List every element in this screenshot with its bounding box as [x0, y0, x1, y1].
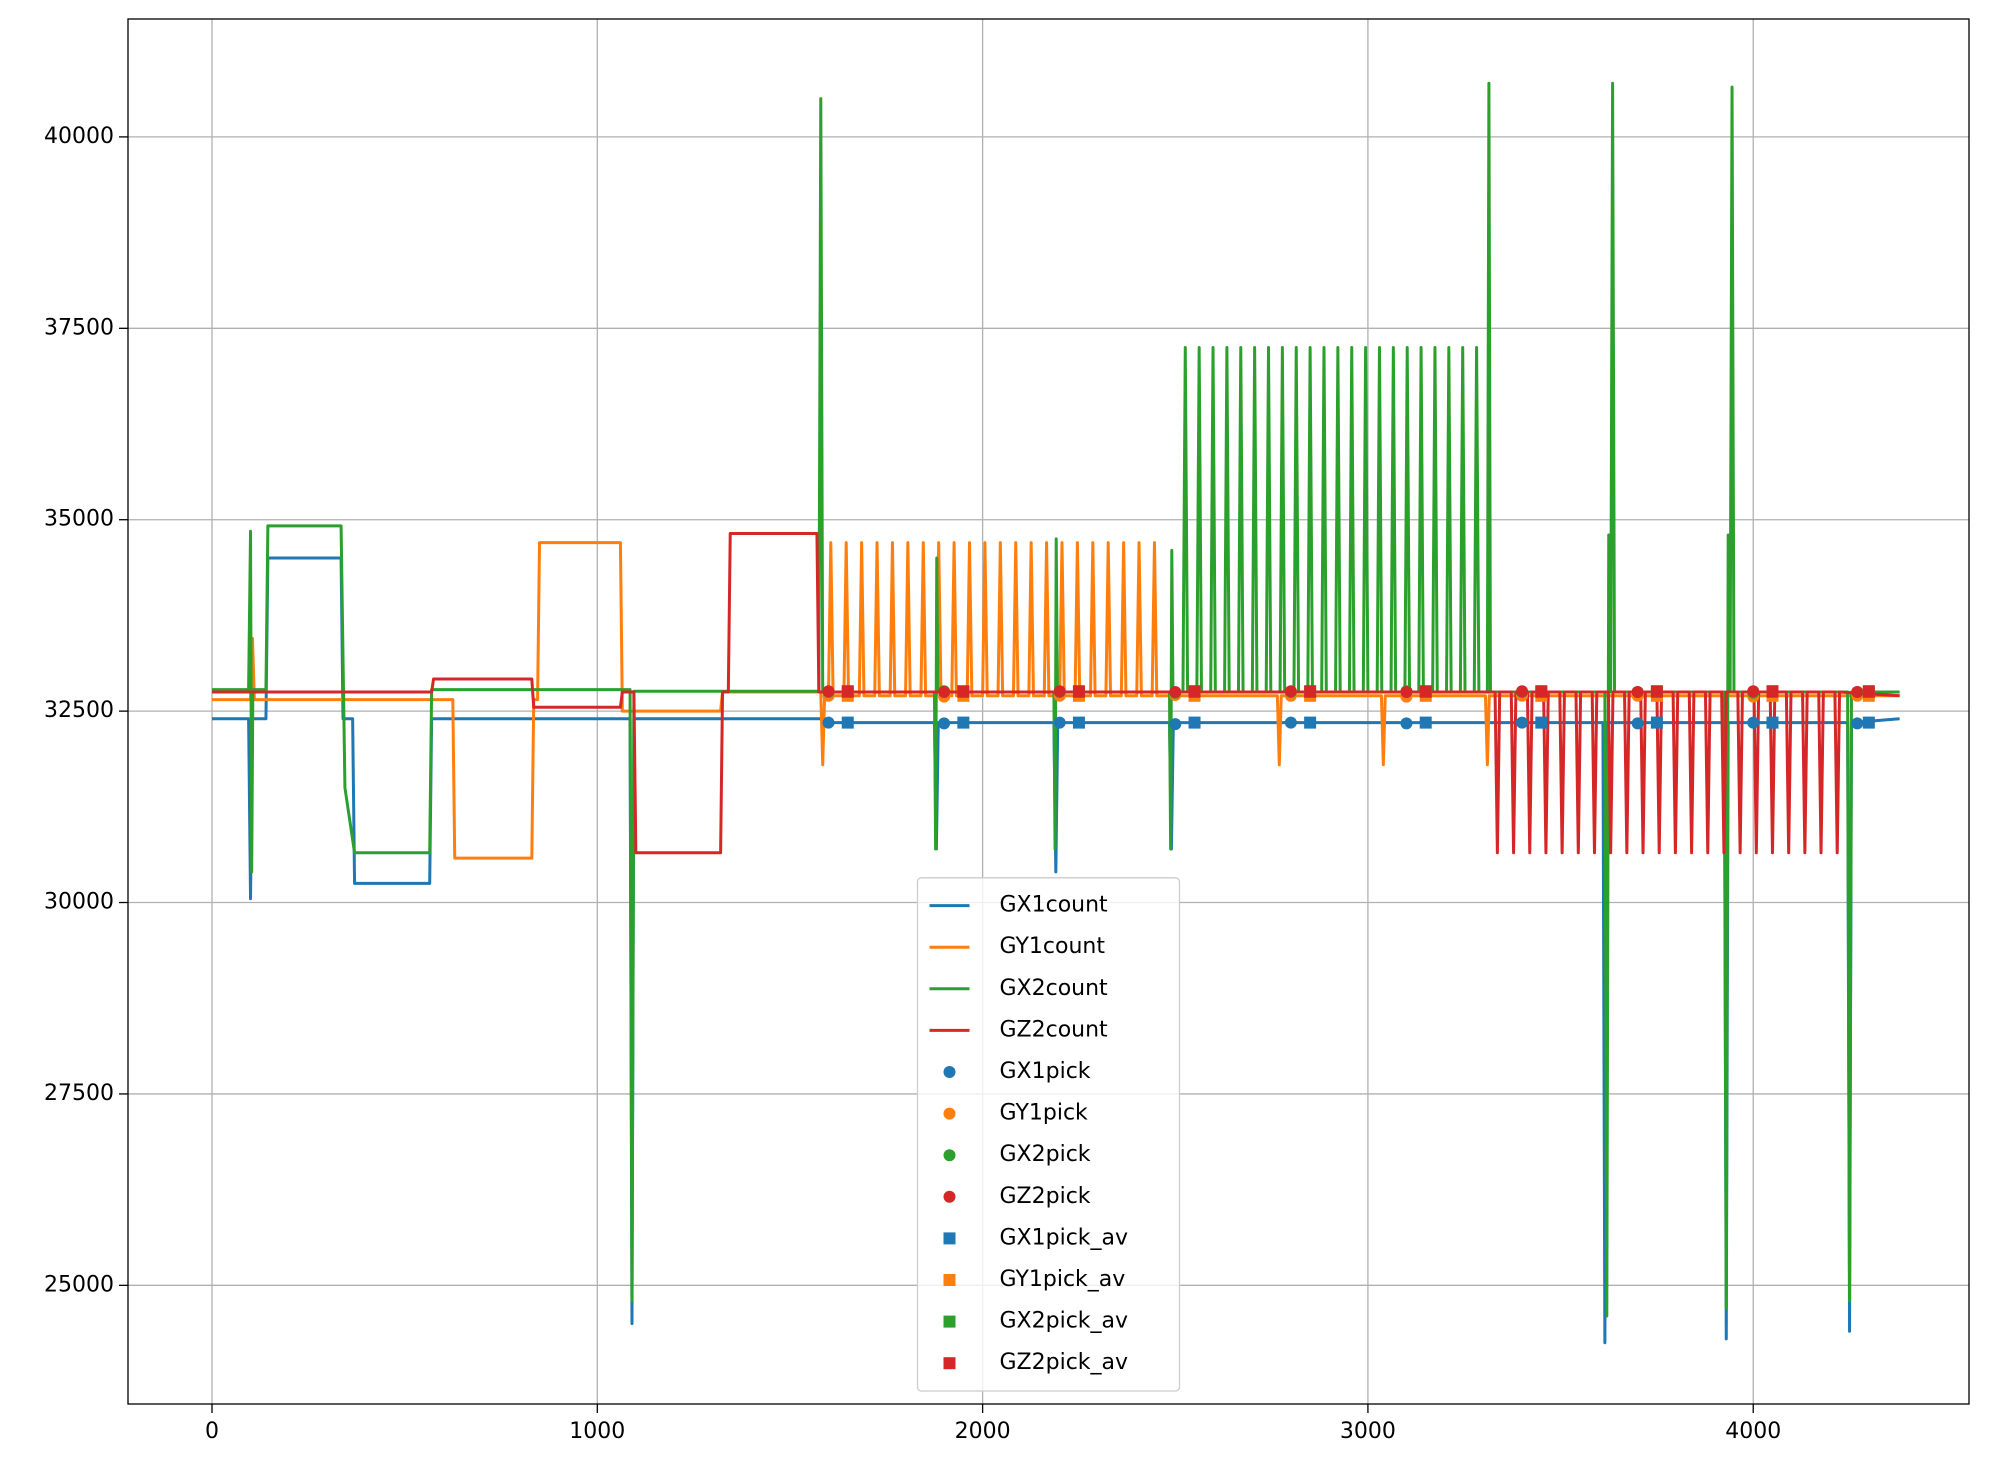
legend-box	[916, 877, 1181, 1392]
marker-square	[943, 1315, 956, 1328]
marker-circle	[1400, 685, 1413, 698]
marker-circle	[1851, 717, 1864, 730]
marker-circle	[943, 1190, 956, 1203]
y-tick-label: 32500	[44, 698, 114, 723]
legend-label: GX2count	[1000, 976, 1109, 1001]
marker-square	[1072, 685, 1085, 698]
marker-circle	[938, 717, 951, 730]
marker-square	[1650, 685, 1663, 698]
marker-square	[943, 1232, 956, 1245]
marker-square	[1862, 685, 1875, 698]
marker-circle	[1400, 717, 1413, 730]
legend-label: GX2pick_av	[1000, 1309, 1129, 1334]
marker-circle	[1284, 685, 1297, 698]
y-tick-label: 37500	[44, 315, 114, 340]
marker-circle	[1053, 685, 1066, 698]
marker-circle	[1053, 716, 1066, 729]
marker-square	[1419, 685, 1432, 698]
marker-square	[1766, 716, 1779, 729]
legend-label: GX1count	[1000, 893, 1109, 918]
legend-label: GZ2pick_av	[1000, 1350, 1129, 1375]
legend-label: GX1pick_av	[1000, 1225, 1129, 1250]
legend-label: GY1count	[1000, 934, 1106, 959]
x-tick-label: 1000	[569, 1419, 625, 1444]
marker-circle	[1169, 718, 1182, 731]
legend-label: GZ2pick	[1000, 1184, 1091, 1209]
marker-square	[1188, 716, 1201, 729]
marker-square	[943, 1274, 956, 1286]
y-tick-label: 30000	[44, 890, 114, 915]
marker-circle	[938, 685, 951, 698]
legend: GX1count GY1count GX2count GZ2count GX1pick G…	[916, 877, 1181, 1392]
marker-circle	[1747, 716, 1760, 729]
marker-square	[957, 685, 970, 698]
legend-label: GX1pick	[1000, 1059, 1091, 1084]
marker-circle	[943, 1066, 956, 1078]
marker-square	[1419, 716, 1432, 729]
marker-square	[1188, 685, 1201, 698]
legend-label: GY1pick	[1000, 1101, 1089, 1126]
marker-square	[1535, 716, 1548, 729]
marker-circle	[943, 1107, 956, 1120]
plot-area	[212, 81, 1900, 1345]
marker-square	[1535, 685, 1548, 698]
x-tick-label: 2000	[955, 1419, 1011, 1444]
plot-frame	[127, 18, 1970, 1405]
marker-circle	[822, 716, 835, 729]
legend-label: GY1pick_av	[1000, 1267, 1126, 1292]
y-tick-label: 25000	[44, 1272, 114, 1297]
line-series	[212, 531, 1900, 855]
legend-label: GZ2count	[1000, 1017, 1109, 1042]
marker-circle	[822, 685, 835, 698]
marker-square	[841, 685, 854, 698]
marker-square	[841, 716, 854, 729]
line-series	[212, 541, 1900, 860]
marker-circle	[1516, 685, 1529, 698]
x-tick-label: 4000	[1725, 1419, 1781, 1444]
marker-square	[1862, 716, 1875, 729]
marker-square	[1072, 716, 1085, 729]
x-tick-label: 3000	[1340, 1419, 1396, 1444]
marker-circle	[1284, 716, 1297, 729]
legend-label: GX2pick	[1000, 1142, 1091, 1167]
marker-circle	[1747, 685, 1760, 698]
marker-circle	[943, 1149, 956, 1162]
y-tick-label: 35000	[44, 507, 114, 532]
marker-square	[943, 1357, 956, 1370]
marker-circle	[1851, 685, 1864, 698]
y-tick-label: 40000	[44, 124, 114, 149]
y-tick-label: 27500	[44, 1081, 114, 1106]
marker-circle	[1169, 685, 1182, 698]
marker-square	[1766, 685, 1779, 698]
marker-circle	[1516, 716, 1529, 729]
marker-square	[1650, 716, 1663, 729]
marker-circle	[1631, 685, 1644, 698]
marker-circle	[1631, 717, 1644, 730]
marker-square	[1304, 685, 1317, 698]
marker-square	[957, 716, 970, 729]
x-tick-label: 0	[205, 1419, 219, 1444]
marker-square	[1304, 716, 1317, 729]
